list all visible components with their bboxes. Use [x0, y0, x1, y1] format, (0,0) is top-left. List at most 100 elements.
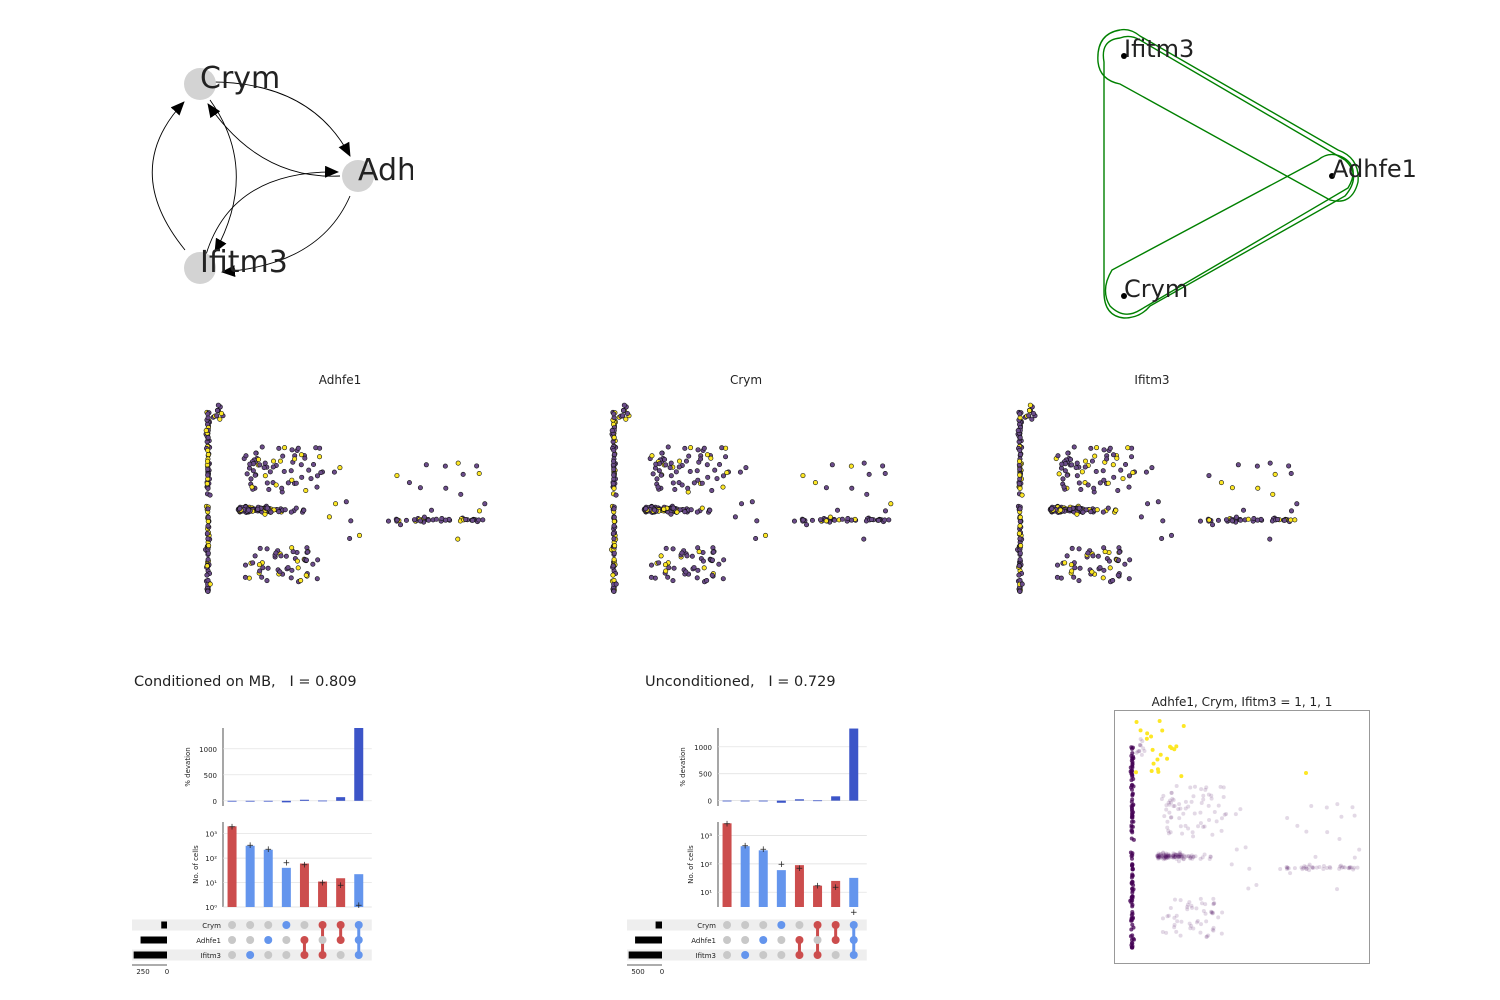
embedding-point-low	[849, 517, 855, 523]
embedding-point-low	[695, 477, 701, 483]
highlight-point	[1178, 824, 1183, 829]
highlight-point	[1198, 930, 1203, 935]
matrix-dot-inactive	[741, 936, 750, 944]
embedding-point-low	[659, 450, 665, 456]
matrix-dot-inactive	[264, 951, 273, 959]
embedding-point-low	[385, 518, 391, 524]
matrix-dot-inactive	[777, 936, 786, 944]
highlight-point	[1198, 896, 1203, 901]
embedding-point-low	[1149, 465, 1155, 471]
highlight-point	[1174, 852, 1179, 857]
embedding-point-low	[289, 447, 295, 453]
embedding-point-low	[654, 476, 660, 482]
embedding-point-high	[1120, 476, 1126, 482]
count-bar	[263, 849, 273, 907]
count-bar	[758, 850, 768, 907]
embedding-point-low	[670, 480, 676, 486]
embedding-point-low	[259, 574, 265, 580]
embedding-point-low	[205, 485, 211, 491]
edge-ifitm3-crym	[151, 101, 186, 251]
embedding-point-low	[262, 460, 268, 466]
hyperedge-crym-adhfe1	[1104, 153, 1354, 315]
highlight-point	[1170, 855, 1175, 860]
deviation-bar	[263, 800, 273, 802]
matrix-dot-active	[282, 921, 291, 929]
highlight-point	[1190, 856, 1195, 861]
expected-marker: +	[301, 860, 309, 870]
node-crym	[184, 68, 216, 100]
embedding-point-low	[1064, 472, 1070, 478]
embedding-point-low	[684, 553, 690, 559]
embedding-point-low	[1085, 550, 1091, 556]
embedding-point-high	[1068, 562, 1074, 568]
embedding-point-low	[716, 561, 722, 567]
edge-adhfe1-crym	[207, 103, 341, 177]
highlight-point	[1165, 854, 1170, 859]
embedding-point-low	[666, 565, 672, 571]
highlight-point	[1178, 850, 1183, 855]
embedding-point-high	[800, 473, 806, 479]
deviation-bar	[831, 796, 841, 801]
embedding-point-low	[613, 581, 619, 587]
highlight-point	[1200, 901, 1205, 906]
highlight-point	[1177, 802, 1182, 807]
embedding-point-high	[677, 458, 683, 464]
embedding-point-low	[314, 484, 320, 490]
matrix-dot-active	[795, 936, 804, 944]
highlight-point	[1181, 811, 1186, 816]
highlight-point	[1172, 925, 1177, 930]
highlight-point	[1177, 854, 1182, 859]
embedding-point-low	[1017, 435, 1023, 441]
highlight-point	[1209, 910, 1214, 915]
embedding-point-high	[1125, 445, 1131, 451]
embedding-point-high	[262, 511, 268, 517]
highlight-point	[1286, 866, 1291, 871]
embedding-point-low	[476, 517, 482, 523]
highlight-point	[1130, 830, 1135, 835]
matrix-dot-inactive	[300, 921, 309, 929]
highlight-point	[1162, 856, 1167, 861]
embedding-point-low	[689, 553, 695, 559]
embedding-point-high	[1019, 492, 1025, 498]
embedding-point-low	[1238, 517, 1244, 523]
highlight-point-selected	[1168, 744, 1173, 749]
highlight-point	[1189, 799, 1194, 804]
embedding-point-low	[613, 492, 619, 498]
highlight-point	[1321, 867, 1326, 872]
matrix-dot-inactive	[228, 951, 237, 959]
embedding-point-low	[658, 472, 664, 478]
highlight-point	[1167, 810, 1172, 815]
embedding-point-low	[205, 472, 211, 478]
embedding-point-low	[699, 480, 705, 486]
matrix-dot-active	[336, 936, 345, 944]
deviation-ylabel: % devation	[679, 747, 687, 786]
embedding-point-high	[688, 445, 694, 451]
embedding-point-low	[711, 549, 717, 555]
highlight-point	[1179, 919, 1184, 924]
embedding-point-low	[1138, 514, 1144, 520]
highlight-point	[1155, 853, 1160, 858]
highlight-point	[1212, 901, 1217, 906]
embedding-point-low	[276, 509, 282, 515]
highlight-point	[1189, 923, 1194, 928]
embedding-point-low	[205, 588, 211, 594]
highlight-point	[1164, 855, 1169, 860]
highlight-point	[1138, 743, 1143, 748]
count-bar	[831, 880, 841, 907]
embedding-point-high	[256, 562, 262, 568]
highlight-point	[1179, 854, 1184, 859]
highlight-point	[1177, 816, 1182, 821]
embedding-point-low	[1017, 506, 1023, 512]
embedding-point-low	[882, 508, 888, 514]
highlight-point	[1214, 819, 1219, 824]
highlight-point	[1204, 934, 1209, 939]
highlight-point	[1131, 837, 1136, 842]
highlight-point	[1206, 803, 1211, 808]
embedding-point-low	[701, 445, 707, 451]
matrix-dot-active	[246, 951, 255, 959]
embedding-point-high	[1069, 568, 1075, 574]
highlight-point	[1306, 864, 1311, 869]
embedding-point-low	[663, 545, 669, 551]
embedding-point-low	[1071, 574, 1077, 580]
highlight-point	[1178, 933, 1183, 938]
